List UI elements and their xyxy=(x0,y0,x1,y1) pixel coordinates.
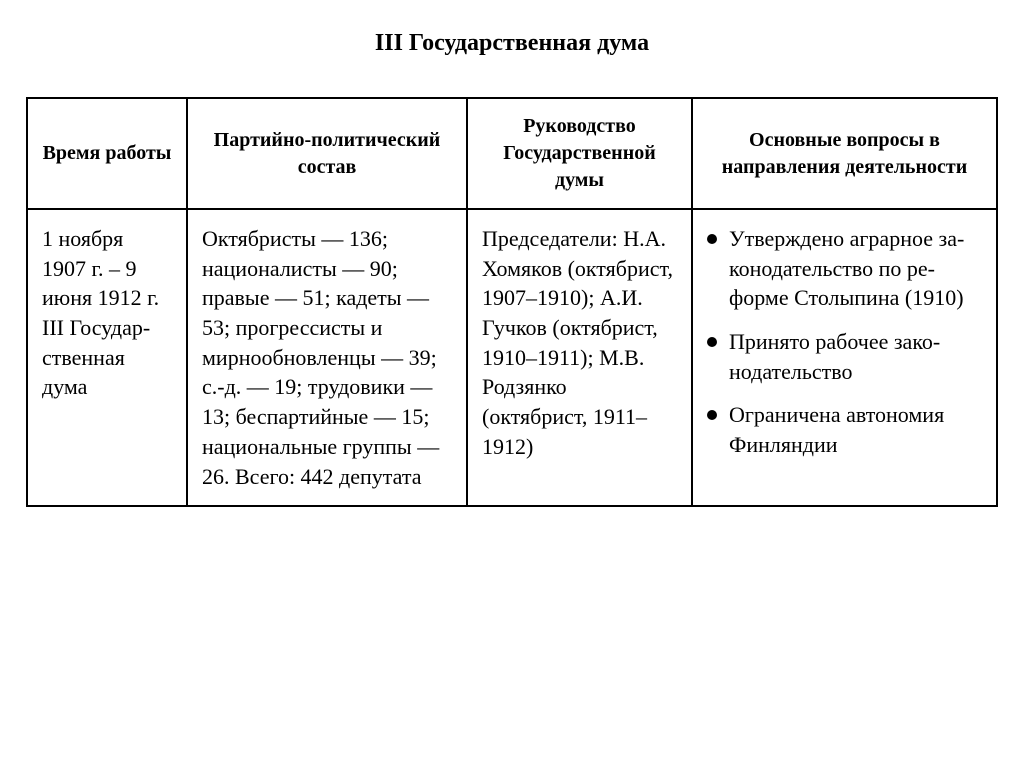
duma-table: Время работы Партийно-политический соста… xyxy=(26,97,998,507)
table-header-row: Время работы Партийно-политический соста… xyxy=(27,98,997,209)
cell-period: 1 ноября 1907 г. – 9 июня 1912 г. III Го… xyxy=(27,209,187,506)
issues-list: Утверждено аграрное за­конодательство по… xyxy=(707,224,982,460)
header-issues: Основные вопросы в направления деятельно… xyxy=(692,98,997,209)
header-composition: Партийно-политический состав xyxy=(187,98,467,209)
list-item: Ограничена автономия Финляндии xyxy=(707,400,982,459)
list-item: Принято рабочее зако­нодательство xyxy=(707,327,982,386)
header-leadership: Руководство Государственной думы xyxy=(467,98,692,209)
cell-leadership: Председатели: Н.А. Хомяков (октябрист, 1… xyxy=(467,209,692,506)
cell-issues: Утверждено аграрное за­конодательство по… xyxy=(692,209,997,506)
table-row: 1 ноября 1907 г. – 9 июня 1912 г. III Го… xyxy=(27,209,997,506)
page-title: III Государственная дума xyxy=(0,0,1024,97)
list-item: Утверждено аграрное за­конодательство по… xyxy=(707,224,982,313)
header-period: Время работы xyxy=(27,98,187,209)
cell-composition: Октябристы — 136; нацио­налисты — 90; пр… xyxy=(187,209,467,506)
